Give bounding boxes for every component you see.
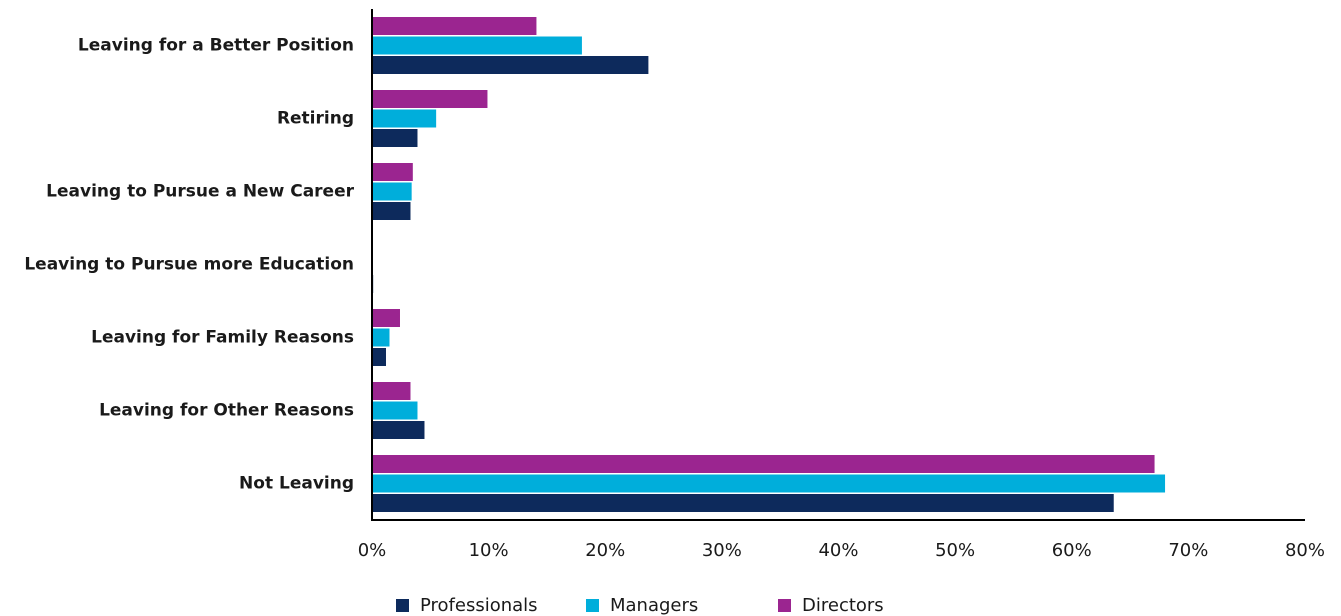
- bar: [372, 401, 418, 420]
- category-label: Not Leaving: [239, 474, 354, 494]
- x-tick-label: 0%: [358, 540, 387, 561]
- category-label: Retiring: [277, 109, 354, 129]
- category-label: Leaving to Pursue more Education: [24, 255, 354, 275]
- bar: [372, 455, 1155, 473]
- bar: [372, 494, 1114, 512]
- x-tick-label: 30%: [702, 540, 742, 561]
- bar: [372, 182, 412, 201]
- legend-label: Managers: [610, 595, 698, 616]
- bar: [372, 348, 386, 366]
- category-label: Leaving for Other Reasons: [99, 401, 354, 421]
- x-tick-label: 50%: [935, 540, 975, 561]
- bar: [372, 17, 537, 35]
- bar: [372, 129, 418, 147]
- legend-label: Professionals: [420, 595, 538, 616]
- legend-swatch: [396, 599, 409, 612]
- bar: [372, 163, 413, 181]
- bar: [372, 109, 437, 128]
- bar: [372, 56, 649, 74]
- x-tick-label: 20%: [585, 540, 625, 561]
- x-tick-label: 70%: [1168, 540, 1208, 561]
- category-label: Leaving for Family Reasons: [91, 328, 354, 348]
- bar: [372, 382, 411, 400]
- legend-label: Directors: [802, 595, 884, 616]
- bar: [372, 421, 425, 439]
- x-tick-label: 80%: [1285, 540, 1325, 561]
- x-tick-label: 60%: [1052, 540, 1092, 561]
- x-tick-label: 10%: [469, 540, 509, 561]
- x-tick-label: 40%: [818, 540, 858, 561]
- legend-swatch: [778, 599, 791, 612]
- bar: [372, 202, 411, 220]
- legend-swatch: [586, 599, 599, 612]
- bar: [372, 36, 582, 55]
- category-label: Leaving for a Better Position: [78, 36, 354, 56]
- bar: [372, 90, 488, 108]
- category-label: Leaving to Pursue a New Career: [46, 182, 354, 202]
- bar: [372, 309, 400, 327]
- bar: [372, 474, 1166, 493]
- bar: [372, 328, 390, 347]
